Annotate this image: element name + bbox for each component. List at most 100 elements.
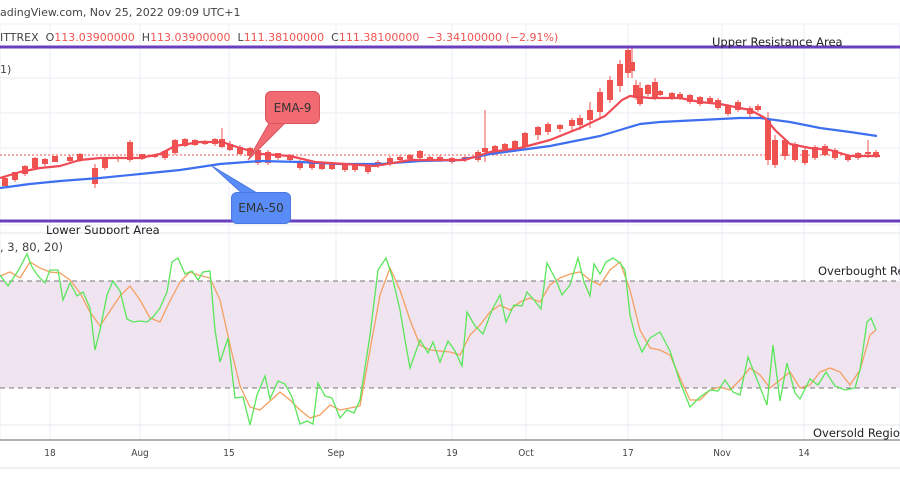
x-axis-tick: Aug [131, 448, 149, 459]
ema50-callout[interactable]: EMA-50 [231, 192, 291, 224]
candle-body [577, 118, 583, 125]
candle-body [669, 93, 675, 98]
oversold-label: Oversold Region [813, 426, 900, 440]
candle-body [765, 120, 771, 160]
candle-body [677, 94, 683, 98]
lower-support-label: Lower Support Area [46, 223, 160, 234]
close-value: 111.38100000 [338, 31, 420, 44]
x-axis-tick: Nov [713, 448, 731, 459]
candle-body [587, 110, 593, 120]
candle-body [67, 157, 73, 161]
x-axis-tick: Oct [518, 448, 534, 459]
stochastic-d-line [0, 260, 877, 419]
candle-body [873, 152, 879, 156]
candle-body [265, 152, 271, 163]
open-value: 113.03900000 [54, 31, 135, 44]
source-line: adingView.com, Nov 25, 2022 09:09 UTC+1 [0, 6, 241, 19]
high-value: 113.03900000 [150, 31, 231, 44]
candle-body [127, 142, 133, 160]
upper-resistance-label: Upper Resistance Area [712, 35, 843, 49]
candle-body [319, 163, 325, 169]
candle-body [652, 82, 658, 98]
candle-body [2, 178, 8, 186]
candle-body [102, 159, 108, 168]
overbought-label: Overbought Re [818, 264, 900, 278]
candle-body [755, 106, 761, 110]
candle-body [607, 80, 613, 100]
candle-body [735, 102, 741, 110]
candle-body [329, 164, 335, 169]
candle-body [545, 124, 551, 132]
symbol-label: ITTREX [0, 31, 39, 44]
ema9-line [0, 94, 880, 180]
candle-body [725, 106, 731, 114]
ema-legend: 1) [0, 63, 12, 76]
candle-body [633, 85, 639, 98]
candle-body [77, 154, 83, 160]
x-axis-tick: 17 [622, 448, 634, 459]
candle-body [309, 162, 315, 168]
ema9-callout[interactable]: EMA-9 [265, 91, 320, 124]
ema50-callout-label: EMA-50 [238, 201, 284, 215]
candle-body [255, 150, 261, 163]
candle-body [437, 157, 443, 160]
candle-body [227, 144, 233, 150]
candle-body [417, 151, 423, 158]
candle-body [535, 127, 541, 135]
candle-body [617, 64, 623, 86]
candle-body [287, 155, 293, 160]
candle-body [687, 95, 693, 102]
candle-body [482, 148, 488, 152]
high-label: H [141, 31, 151, 44]
candle-body [92, 168, 98, 184]
candle-body [12, 172, 18, 180]
candle-body [697, 97, 703, 104]
x-axis-tick: 14 [798, 448, 810, 459]
x-axis[interactable]: 18 Aug 15 Sep 19 Oct 17 Nov 14 [0, 442, 900, 468]
candle-body [645, 85, 651, 94]
candle-body [845, 156, 851, 160]
candle-body [365, 166, 371, 172]
candle-body [772, 140, 778, 165]
ema50-line [0, 116, 878, 190]
x-axis-tick: Sep [327, 448, 345, 459]
change-value: −3.34100000 (−2.91%) [426, 31, 559, 44]
candle-body [427, 157, 433, 160]
candle-body [832, 150, 838, 158]
x-axis-tick: 18 [44, 448, 56, 459]
candle-body [557, 125, 563, 129]
candle-body [625, 50, 631, 73]
candle-body [502, 144, 508, 149]
candle-body [52, 156, 58, 162]
candle-body [407, 155, 413, 159]
candle-body [812, 147, 818, 158]
stochastic-k-line [0, 252, 877, 426]
candle-body [162, 151, 168, 158]
candle-body [397, 157, 403, 160]
ema9-callout-label: EMA-9 [273, 100, 312, 115]
candle-body [865, 152, 871, 154]
candle-body [707, 98, 713, 102]
candle-body [492, 146, 498, 154]
candle-body [512, 141, 518, 148]
candle-body [387, 158, 393, 164]
candle-body [597, 92, 603, 112]
candle-body [297, 161, 303, 168]
candle-body [342, 165, 348, 170]
x-axis-tick: 19 [446, 448, 458, 459]
candle-body [782, 140, 788, 156]
candle-body [792, 144, 798, 160]
stochastic-legend: , 3, 80, 20) [0, 240, 64, 254]
low-value: 111.38100000 [243, 31, 325, 44]
x-axis-tick: 15 [223, 448, 235, 459]
candle-body [182, 139, 188, 146]
candle-body [32, 158, 38, 168]
candle-body [522, 133, 528, 146]
candle-body [802, 150, 808, 163]
candle-body [237, 147, 243, 154]
candle-body [629, 62, 635, 71]
open-label: O [45, 31, 55, 44]
ohlc-legend: ITTREX O113.03900000 H113.03900000 L111.… [0, 31, 558, 44]
candle-body [352, 164, 358, 170]
